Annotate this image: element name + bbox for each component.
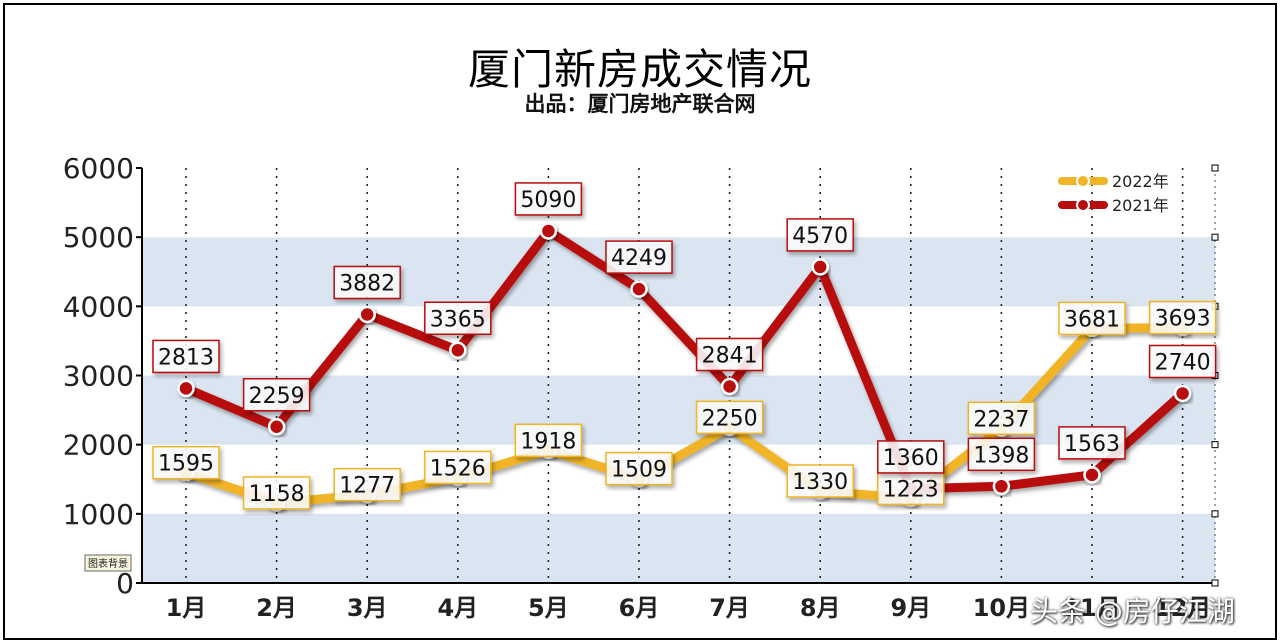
- data-label-box: [333, 467, 401, 502]
- data-label: 5090: [520, 188, 576, 213]
- chart-title: 厦门新房成交情况: [467, 45, 812, 94]
- data-label-box: [695, 400, 764, 435]
- data-label-box: [605, 240, 673, 274]
- data-label: 1595: [158, 452, 214, 477]
- data-label-box: [1058, 301, 1126, 336]
- data-label-box: [1148, 300, 1217, 335]
- legend-label: 2021年: [1112, 196, 1169, 215]
- grid-band: [142, 237, 1215, 307]
- right-tick-handle: [1211, 164, 1219, 172]
- x-tick-label: 6月: [619, 594, 660, 622]
- x-tick-label: 5月: [528, 594, 569, 622]
- data-point: [358, 305, 376, 324]
- data-label: 2250: [702, 406, 758, 431]
- data-label-box: [242, 476, 311, 510]
- data-point: [539, 222, 558, 240]
- data-label-box: [424, 301, 492, 336]
- y-tick-label: 2000: [63, 429, 134, 462]
- x-tick-label: 4月: [437, 594, 478, 622]
- data-label: 1277: [339, 474, 395, 499]
- data-label-box: [967, 437, 1036, 472]
- data-label: 4249: [611, 246, 667, 271]
- data-label: 3882: [339, 271, 395, 296]
- y-tick-label: 1000: [63, 498, 134, 531]
- data-label: 3365: [430, 307, 486, 332]
- data-label: 1526: [430, 456, 486, 481]
- data-label: 3693: [1155, 307, 1211, 332]
- data-label: 1223: [883, 477, 939, 502]
- right-tick-handle: [1211, 510, 1219, 518]
- data-label: 1158: [249, 482, 305, 507]
- legend-swatch-dot: [1076, 198, 1090, 212]
- bg-tag-label: 图表背景: [88, 557, 128, 570]
- data-label: 1360: [883, 446, 939, 471]
- data-label: 4570: [792, 224, 848, 249]
- data-label-box: [152, 339, 220, 374]
- x-tick-label: 9月: [890, 594, 931, 622]
- right-tick-handle: [1211, 233, 1219, 241]
- data-label: 2740: [1155, 350, 1211, 375]
- data-label: 2237: [973, 407, 1029, 432]
- data-point: [720, 377, 739, 396]
- data-label-box: [152, 445, 220, 480]
- data-label: 1918: [520, 429, 576, 454]
- x-tick-label: 10月: [973, 594, 1030, 622]
- x-tick-label: 1月: [166, 594, 207, 622]
- data-label-box: [695, 337, 764, 372]
- data-label-box: [514, 182, 583, 216]
- data-label: 3681: [1064, 307, 1120, 332]
- data-label: 1330: [792, 470, 848, 495]
- data-label-box: [877, 440, 945, 474]
- data-point: [630, 280, 648, 298]
- y-tick-label: 0: [116, 567, 134, 600]
- data-point: [992, 477, 1011, 496]
- data-label-box: [786, 464, 854, 498]
- data-point: [1173, 384, 1192, 403]
- x-tick-label: 8月: [800, 594, 841, 622]
- x-tick-label: 11月: [1063, 594, 1120, 622]
- x-tick-label: 3月: [347, 594, 388, 622]
- data-label: 1563: [1064, 432, 1120, 457]
- data-label-box: [786, 218, 854, 252]
- data-label: 2841: [702, 343, 758, 368]
- data-label-box: [514, 423, 583, 458]
- data-point: [449, 341, 467, 360]
- data-label: 2259: [249, 384, 305, 409]
- data-label: 1509: [611, 458, 667, 483]
- data-label-box: [1058, 426, 1126, 460]
- data-label: 2813: [158, 345, 214, 370]
- data-point: [177, 379, 195, 398]
- data-label-box: [967, 401, 1036, 436]
- x-tick-label: 2月: [256, 594, 297, 622]
- data-point: [1083, 466, 1101, 484]
- data-label-box: [333, 265, 401, 300]
- right-tick-handle: [1211, 579, 1219, 587]
- y-tick-label: 5000: [63, 221, 134, 254]
- data-label-box: [424, 450, 492, 485]
- outer-border: [3, 3, 1277, 640]
- data-point: [811, 258, 829, 276]
- x-tick-label: 7月: [709, 594, 750, 622]
- bg-tag-box: [84, 554, 132, 572]
- series-line-1: [181, 226, 1188, 494]
- x-tick-label: 12月: [1154, 594, 1211, 622]
- data-label-box: [605, 451, 673, 486]
- data-label: 1398: [973, 443, 1029, 468]
- chart-subtitle: 出品：厦门房地产联合网: [524, 92, 756, 116]
- data-point: [267, 418, 286, 436]
- y-tick-label: 3000: [63, 360, 134, 393]
- data-label-box: [242, 378, 311, 412]
- y-tick-label: 6000: [63, 152, 134, 185]
- watermark: 头条 @房仔江湖: [1030, 595, 1235, 628]
- data-label-box: [1148, 344, 1217, 379]
- legend-label: 2022年: [1112, 172, 1169, 191]
- legend-swatch-dot: [1076, 174, 1090, 188]
- grid-band: [142, 513, 1215, 583]
- y-tick-label: 4000: [63, 290, 134, 323]
- right-tick-handle: [1211, 441, 1219, 449]
